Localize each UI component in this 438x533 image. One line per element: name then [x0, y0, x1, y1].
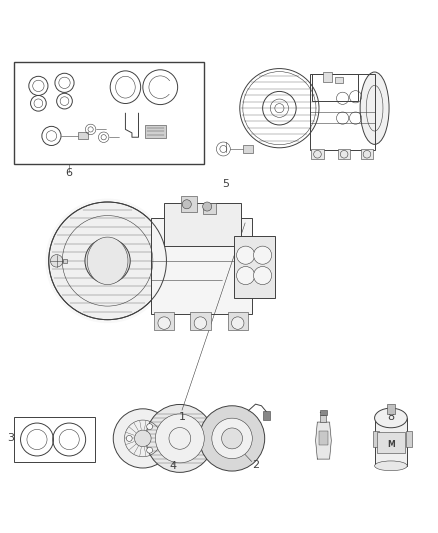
Text: 7: 7 [318, 411, 325, 422]
Bar [319, 431, 328, 445]
Bar [312, 74, 358, 101]
Bar [406, 431, 413, 447]
Bar [321, 415, 326, 422]
Bar [323, 72, 332, 82]
Circle shape [147, 424, 152, 430]
Bar [78, 133, 88, 140]
Text: 6: 6 [65, 168, 72, 178]
Circle shape [146, 405, 214, 472]
Circle shape [158, 317, 170, 329]
Bar [181, 196, 197, 212]
Text: 5: 5 [222, 179, 229, 189]
Bar [145, 125, 166, 138]
Circle shape [182, 200, 191, 209]
Bar [227, 312, 248, 330]
Circle shape [50, 255, 63, 267]
Circle shape [237, 266, 254, 285]
Bar [63, 259, 67, 263]
Circle shape [222, 428, 243, 449]
Bar [387, 404, 395, 414]
Text: 8: 8 [387, 411, 395, 422]
Polygon shape [316, 422, 331, 459]
Circle shape [232, 317, 244, 329]
Text: M: M [387, 440, 395, 449]
Bar [310, 74, 374, 150]
Bar [361, 149, 373, 159]
Bar [320, 410, 327, 415]
Bar [377, 432, 405, 453]
Circle shape [49, 202, 166, 320]
Text: 3: 3 [7, 433, 14, 443]
Ellipse shape [374, 408, 407, 428]
Bar [167, 80, 176, 94]
Circle shape [155, 414, 204, 463]
Ellipse shape [360, 72, 389, 144]
Circle shape [134, 430, 151, 447]
Text: 1: 1 [179, 411, 186, 422]
Circle shape [126, 435, 132, 441]
Bar [373, 431, 379, 447]
Bar [244, 144, 253, 154]
Bar [335, 77, 343, 83]
Circle shape [199, 406, 265, 471]
Bar [14, 417, 95, 462]
Ellipse shape [374, 461, 407, 471]
Bar [263, 411, 270, 421]
Circle shape [203, 202, 212, 211]
Bar [151, 218, 252, 314]
Circle shape [194, 317, 207, 329]
Bar [190, 312, 211, 330]
Text: 4: 4 [170, 461, 177, 471]
Bar [164, 203, 241, 246]
Circle shape [113, 409, 173, 468]
Circle shape [212, 418, 252, 459]
Bar [338, 149, 350, 159]
Bar [234, 236, 275, 298]
Bar [154, 312, 174, 330]
Bar [374, 418, 407, 466]
Bar [311, 149, 324, 159]
Circle shape [254, 266, 272, 285]
Ellipse shape [46, 199, 170, 323]
Bar [203, 203, 216, 214]
Circle shape [237, 246, 254, 264]
Circle shape [147, 447, 152, 453]
Bar [14, 62, 204, 164]
Ellipse shape [87, 237, 128, 285]
Circle shape [85, 238, 130, 284]
Text: 2: 2 [252, 459, 260, 470]
Circle shape [254, 246, 272, 264]
